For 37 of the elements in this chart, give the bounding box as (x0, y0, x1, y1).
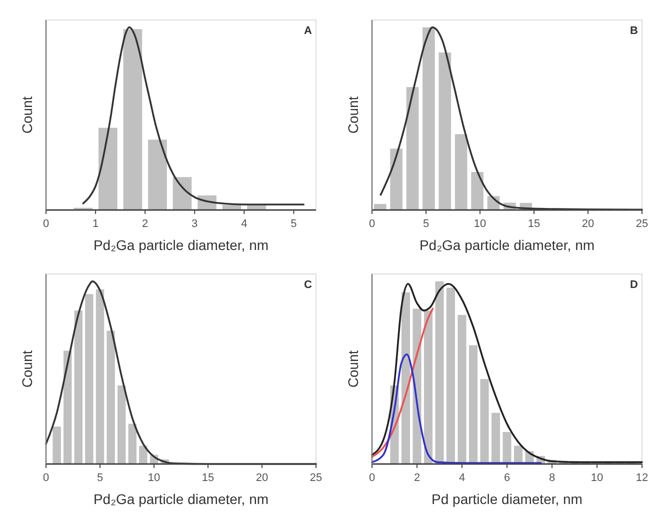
x-tick-label: 12 (636, 472, 648, 484)
x-tick-label: 8 (548, 472, 556, 484)
x-tick-label: 4 (241, 218, 248, 230)
x-tick-label: 5 (96, 472, 104, 484)
x-axis-title: Pd₂Ga particle diameter, nm (419, 237, 595, 253)
y-axis-title: Count (19, 96, 35, 134)
x-tick-label: 15 (202, 472, 214, 484)
x-tick-label: 5 (422, 218, 430, 230)
x-tick-label: 10 (474, 218, 486, 230)
x-tick-label: 20 (582, 218, 594, 230)
y-axis-title: Count (19, 350, 35, 388)
x-tick-label: 0 (368, 472, 376, 484)
x-axis-title: Pd₂Ga particle diameter, nm (93, 491, 269, 507)
x-axis-title: Pd₂Ga particle diameter, nm (93, 237, 269, 253)
x-tick-label: 10 (148, 472, 160, 484)
x-tick-label: 2 (142, 218, 148, 230)
x-tick-label: 4 (458, 472, 466, 484)
annotation: A (304, 25, 312, 37)
x-tick-label: 0 (42, 472, 50, 484)
x-tick-label: 15 (528, 218, 540, 230)
x-axis-title: Pd particle diameter, nm (432, 491, 582, 507)
annotation: C (304, 279, 312, 291)
x-tick-label: 25 (636, 218, 648, 230)
annotation: D (630, 279, 638, 291)
x-tick-label: 20 (256, 472, 268, 484)
x-tick-label: 3 (192, 218, 198, 230)
x-tick-label: 6 (504, 472, 510, 484)
annotation: B (630, 25, 638, 37)
x-tick-label: 0 (42, 218, 50, 230)
y-axis-title: Count (345, 350, 361, 388)
x-tick-label: 5 (290, 218, 297, 230)
x-tick-label: 2 (414, 472, 420, 484)
x-tick-label: 0 (368, 218, 376, 230)
x-tick-label: 10 (590, 472, 604, 484)
y-axis-title: Count (345, 96, 361, 134)
x-tick-label: 1 (92, 218, 99, 230)
x-tick-label: 25 (310, 472, 322, 484)
